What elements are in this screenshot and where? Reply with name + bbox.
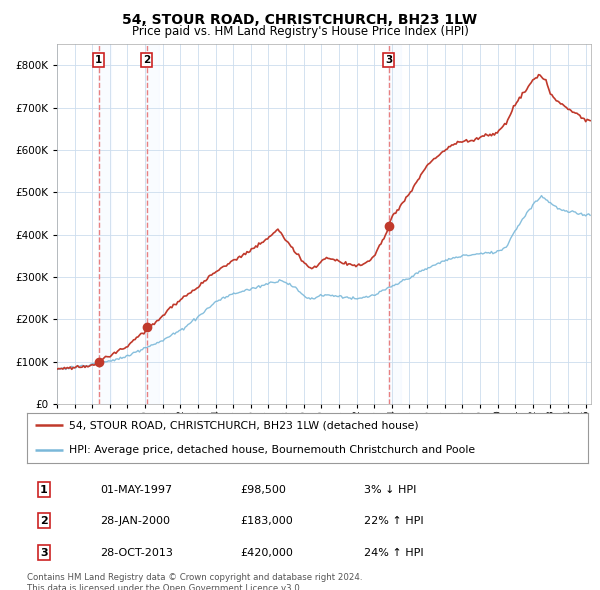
Bar (388, 44, 401, 404)
Text: £98,500: £98,500 (240, 484, 286, 494)
Text: 1: 1 (95, 55, 103, 65)
Text: 2: 2 (40, 516, 48, 526)
Text: £420,000: £420,000 (240, 548, 293, 558)
Text: 2: 2 (143, 55, 150, 65)
Text: Contains HM Land Registry data © Crown copyright and database right 2024.
This d: Contains HM Land Registry data © Crown c… (27, 573, 362, 590)
Text: HPI: Average price, detached house, Bournemouth Christchurch and Poole: HPI: Average price, detached house, Bour… (69, 445, 475, 455)
Bar (146, 44, 159, 404)
Text: 54, STOUR ROAD, CHRISTCHURCH, BH23 1LW: 54, STOUR ROAD, CHRISTCHURCH, BH23 1LW (122, 13, 478, 27)
Bar (98, 44, 111, 404)
Text: 01-MAY-1997: 01-MAY-1997 (100, 484, 172, 494)
Text: 3: 3 (385, 55, 392, 65)
Text: 28-JAN-2000: 28-JAN-2000 (100, 516, 170, 526)
Text: 28-OCT-2013: 28-OCT-2013 (100, 548, 173, 558)
Text: 3: 3 (40, 548, 47, 558)
Text: 24% ↑ HPI: 24% ↑ HPI (364, 548, 423, 558)
Text: 3% ↓ HPI: 3% ↓ HPI (364, 484, 416, 494)
Text: £183,000: £183,000 (240, 516, 293, 526)
Text: Price paid vs. HM Land Registry's House Price Index (HPI): Price paid vs. HM Land Registry's House … (131, 25, 469, 38)
Text: 22% ↑ HPI: 22% ↑ HPI (364, 516, 423, 526)
Text: 1: 1 (40, 484, 48, 494)
Text: 54, STOUR ROAD, CHRISTCHURCH, BH23 1LW (detached house): 54, STOUR ROAD, CHRISTCHURCH, BH23 1LW (… (69, 420, 419, 430)
